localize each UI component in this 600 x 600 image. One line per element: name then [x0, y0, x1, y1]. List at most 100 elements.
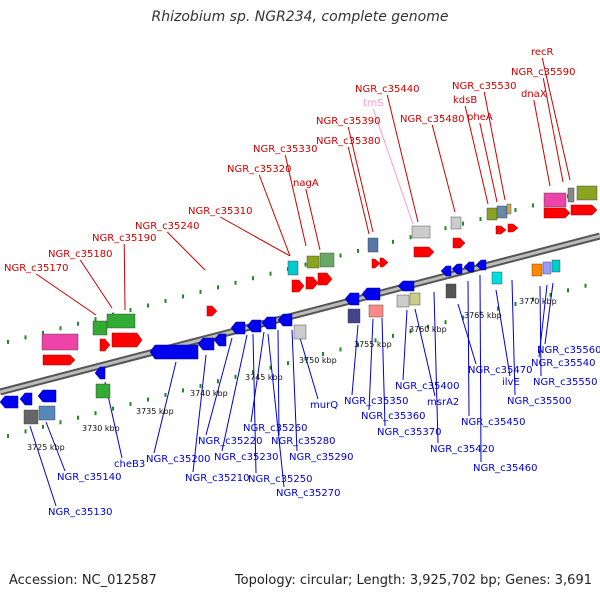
reverse-gene-label: NGR_c35460 — [473, 463, 538, 474]
reverse-gene-arrow — [19, 392, 33, 406]
dna-backbone — [0, 232, 600, 396]
forward-callout-line — [123, 243, 126, 311]
forward-gene-label: NGR_c35320 — [227, 164, 292, 175]
forward-callout-line — [533, 99, 551, 187]
reverse-callout-line — [511, 279, 516, 396]
forward-callout-line — [305, 188, 321, 251]
forward-gene-label: recR — [531, 47, 554, 58]
feature-box — [496, 205, 508, 219]
reverse-gene-label: NGR_c35230 — [214, 452, 279, 463]
reverse-gene-label: NGR_c35140 — [57, 472, 122, 483]
forward-gene-label: NGR_c35380 — [316, 136, 381, 147]
feature-box — [41, 333, 79, 351]
forward-gene-label: NGR_c35440 — [355, 84, 420, 95]
reverse-gene-label: ilvE — [502, 377, 520, 388]
feature-box — [542, 261, 552, 275]
feature-box — [306, 255, 320, 269]
topology-text: Topology: circular; Length: 3,925,702 bp… — [234, 573, 592, 588]
forward-gene-label: pheA — [467, 112, 493, 123]
forward-gene-arrow — [379, 257, 389, 268]
reverse-gene-label: NGR_c35270 — [276, 488, 341, 499]
reverse-gene-label: NGR_c35450 — [461, 417, 526, 428]
scale-label: 3735 kbp — [136, 407, 174, 416]
reverse-gene-label: cheB3 — [114, 459, 145, 470]
feature-box — [38, 405, 56, 421]
reverse-gene-arrow — [344, 292, 360, 306]
reverse-callout-line — [368, 318, 374, 411]
reverse-callout-line — [267, 333, 285, 488]
forward-gene-arrow — [495, 225, 507, 235]
reverse-gene-arrow — [397, 280, 415, 292]
reverse-gene-arrow — [197, 337, 215, 351]
forward-gene-arrow — [452, 237, 466, 249]
scale-label: 3770 kbp — [519, 297, 557, 306]
reverse-callout-line — [45, 421, 66, 472]
feature-box — [543, 192, 567, 208]
reverse-callout-line — [381, 317, 386, 427]
scale-label: 3740 kbp — [190, 389, 228, 398]
reverse-gene-arrow — [277, 313, 293, 327]
forward-gene-label: nagA — [293, 178, 319, 189]
feature-box — [445, 283, 457, 299]
reverse-gene-arrow — [94, 366, 106, 380]
feature-box — [92, 320, 108, 336]
reverse-gene-label: NGR_c35470 — [468, 365, 533, 376]
forward-callout-line — [166, 231, 206, 271]
feature-box — [347, 308, 361, 324]
forward-gene-arrow — [543, 207, 571, 219]
forward-gene-label: NGR_c35330 — [253, 144, 318, 155]
reverse-callout-line — [351, 324, 359, 396]
forward-gene-label: NGR_c35190 — [92, 233, 157, 244]
feature-box — [287, 260, 299, 276]
reverse-gene-label: NGR_c35130 — [48, 507, 113, 518]
forward-gene-arrow — [206, 305, 218, 317]
reverse-gene-label: NGR_c35280 — [271, 436, 336, 447]
scale-label: 3765 kbp — [464, 311, 502, 320]
feature-box — [576, 185, 598, 201]
reverse-callout-line — [252, 333, 257, 474]
forward-callout-line — [541, 57, 571, 181]
scale-label: 3730 kbp — [82, 424, 120, 433]
scale-label: 3745 kbp — [245, 373, 283, 382]
feature-box — [506, 203, 512, 215]
reverse-callout-line — [299, 337, 319, 400]
reverse-gene-arrow — [149, 344, 199, 360]
reverse-gene-label: NGR_c35420 — [430, 444, 495, 455]
forward-gene-arrow — [570, 204, 598, 216]
forward-gene-label: NGR_c35240 — [135, 221, 200, 232]
forward-callout-line — [35, 273, 97, 316]
reverse-callout-line — [457, 303, 477, 365]
reverse-callout-line — [29, 425, 57, 507]
reverse-gene-arrow — [475, 259, 487, 271]
forward-gene-label: kdsB — [453, 95, 477, 106]
feature-box — [319, 252, 335, 268]
reverse-callout-line — [250, 331, 265, 423]
gene-labels: recRNGR_c35590dnaXNGR_c35530kdsBpheANGR_… — [4, 47, 600, 518]
reverse-gene-label: NGR_c35350 — [344, 396, 409, 407]
forward-callout-line — [542, 77, 564, 183]
reverse-callout-line — [221, 334, 248, 452]
reverse-gene-arrow — [213, 333, 227, 347]
forward-callout-line — [372, 108, 414, 225]
label-callout-lines — [29, 57, 571, 507]
reverse-gene-label: msrA2 — [427, 397, 459, 408]
reverse-callout-line — [495, 289, 511, 377]
reverse-gene-label: NGR_c35560 — [537, 345, 600, 356]
reverse-gene-label: NGR_c35200 — [146, 454, 211, 465]
reverse-gene-arrow — [230, 321, 246, 335]
reverse-callout-line — [433, 291, 439, 444]
reverse-callout-line — [414, 308, 436, 397]
feature-box — [23, 409, 39, 425]
reverse-gene-arrow — [0, 395, 19, 409]
reverse-gene-label: NGR_c35400 — [395, 381, 460, 392]
reverse-gene-label: NGR_c35260 — [243, 423, 308, 434]
page-title: Rhizobium sp. NGR234, complete genome — [151, 9, 449, 25]
forward-gene-arrow — [317, 272, 333, 286]
forward-gene-label: NGR_c35530 — [452, 81, 517, 92]
reverse-gene-label: NGR_c35370 — [377, 427, 442, 438]
accession-text: Accession: NC_012587 — [9, 573, 157, 588]
feature-box — [567, 187, 575, 203]
feature-box — [409, 292, 421, 306]
reverse-callout-line — [539, 285, 542, 377]
